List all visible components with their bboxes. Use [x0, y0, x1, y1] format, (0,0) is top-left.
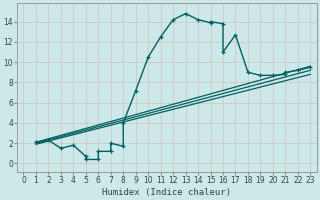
X-axis label: Humidex (Indice chaleur): Humidex (Indice chaleur): [102, 188, 231, 197]
